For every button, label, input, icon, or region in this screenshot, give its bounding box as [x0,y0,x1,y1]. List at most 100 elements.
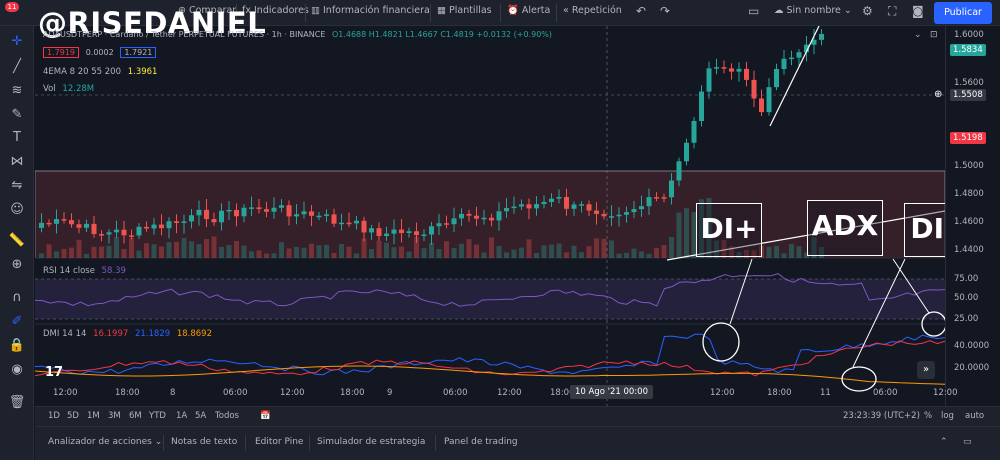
fullscreen-pane-icon[interactable]: ⊡ [930,30,938,40]
candle-body [114,229,119,233]
range-button-1a[interactable]: 1A [176,411,188,421]
candle-body [729,68,734,72]
pane-expand-button[interactable]: » [917,361,935,379]
ruler-icon[interactable]: 📏 [8,233,26,248]
pattern-icon[interactable]: ⋈ [10,154,24,169]
auto-scale-toggle[interactable]: auto [965,411,985,421]
settings-icon[interactable]: ⚙ [862,4,873,18]
volume-bar [541,245,547,258]
lock-icon[interactable]: 🔒 [8,338,26,353]
crosshair-icon[interactable]: ✛ [11,34,23,49]
redo-icon[interactable]: ↷ [660,4,671,18]
candle-body [399,229,404,233]
tab-pine-editor[interactable]: Editor Pine [255,437,304,447]
rsi-label: RSI 14 close [43,266,95,276]
candle-body [579,204,584,206]
candle-body [129,235,134,237]
volume-bar [61,248,67,258]
percent-scale-toggle[interactable]: % [924,411,933,421]
trendline[interactable] [666,210,945,261]
candle-body [99,234,104,236]
trendline[interactable] [769,26,820,127]
candle-body [601,213,607,217]
replay-label: Repetición [571,5,622,16]
templates-label: Plantillas [449,5,492,16]
range-button-5a[interactable]: 5A [195,411,207,421]
maximize-icon[interactable]: ▭ [963,437,972,447]
candle-body [556,197,562,199]
zoom-icon[interactable]: ⊕ [11,257,23,272]
volume-bar [159,246,164,258]
undo-icon[interactable]: ↶ [636,4,647,18]
trash-icon[interactable]: 🗑 [8,395,26,410]
tab-trading-panel[interactable]: Panel de trading [444,437,518,447]
tab-stock-screener[interactable]: Analizador de acciones ⌄ [48,437,162,447]
ask-chip[interactable]: 1.7921 [120,47,157,58]
fib-icon[interactable]: ≋ [11,83,23,98]
volume-bar [354,253,359,258]
financial-info-button[interactable]: ▥ Información financiera [311,5,430,16]
bid-ask-row[interactable]: 1.7919 0.0002 1.7921 [43,47,157,58]
chart-canvas[interactable]: 17 [35,26,945,406]
brush-icon[interactable]: ✎ [11,107,23,122]
candle-body [136,226,142,236]
tab-strategy-tester[interactable]: Simulador de estrategia [317,437,426,447]
layout-icon[interactable]: ▭ [748,4,760,18]
bid-chip[interactable]: 1.7919 [43,47,79,58]
indicators-button[interactable]: ƒx Indicadores [242,5,309,16]
magnet-icon[interactable]: ∩ [12,290,22,305]
emoji-icon[interactable]: ☺ [10,202,24,217]
dmi-legend[interactable]: DMI 14 14 16.1997 21.1829 18.8692 [43,329,212,339]
prediction-icon[interactable]: ⇋ [11,178,23,193]
range-button-1d[interactable]: 1D [48,411,60,421]
volume-legend[interactable]: Vol 12.28M [43,84,94,94]
price-axis[interactable]: 1.6000 1.5834 1.5600 1.5508 1.5198 1.500… [945,26,1000,406]
eye-icon[interactable]: ◉ [11,362,23,377]
symbol-legend[interactable]: ADAUSDTPERP · Cardano / Tether PERPETUAL… [43,30,552,39]
alert-label: Alerta [521,5,551,16]
chart-area[interactable]: 17 » [35,26,945,406]
volume-bar [616,253,622,258]
layout-name-button[interactable]: ☁ Sin nombre ⌄ [774,5,852,16]
add-alert-icon[interactable]: ⊕ [934,89,943,100]
volume-bar [789,244,794,258]
range-button-ytd[interactable]: YTD [149,411,166,421]
log-scale-toggle[interactable]: log [941,411,954,421]
volume-bar [54,251,59,258]
candle-body [219,210,224,223]
time-axis[interactable]: 12:00 18:00 8 06:00 12:00 18:00 9 06:00 12:00 18:… [35,384,958,404]
candle-body [444,223,449,225]
lock-drawing-icon[interactable]: ✐ [11,314,23,329]
date-range-icon[interactable]: 📅 [260,411,271,421]
templates-button[interactable]: ▦ Plantillas [437,5,492,16]
volume-bar [376,240,382,258]
time-axis-label: 8 [170,388,176,398]
candle-body [391,229,397,234]
toolbar-divider [305,4,306,22]
candle-body [631,209,637,213]
range-button-5d[interactable]: 5D [67,411,79,421]
candle-body [316,215,322,218]
collapse-icon[interactable]: ⌃ [940,437,948,447]
replay-button[interactable]: « Repetición [563,5,622,16]
fullscreen-icon[interactable]: ⛶ [888,4,897,18]
compare-button[interactable]: ⊕ Comparar [178,5,237,16]
candle-body [526,204,532,209]
range-button-3m[interactable]: 3M [108,411,121,421]
tab-text-notes[interactable]: Notas de texto [171,437,238,447]
range-button-1m[interactable]: 1M [87,411,100,421]
candle-body [811,39,817,45]
ema-legend[interactable]: 4EMA 8 20 55 200 1.3961 [43,67,157,77]
alert-button[interactable]: ⏰ Alerta [507,5,551,16]
chevron-down-icon[interactable]: ⌄ [914,30,922,40]
range-button-6m[interactable]: 6M [129,411,142,421]
range-button-todos[interactable]: Todos [215,411,239,421]
volume-bar [819,247,824,258]
camera-icon[interactable]: ◙ [912,4,924,18]
publish-button[interactable]: Publicar [934,2,992,24]
text-icon[interactable]: T [13,130,21,145]
rsi-legend[interactable]: RSI 14 close 58.39 [43,266,126,276]
trendline-icon[interactable]: ╱ [13,59,21,74]
clock-readout[interactable]: 23:23:39 (UTC+2) [843,411,920,421]
candle-body [151,224,157,229]
